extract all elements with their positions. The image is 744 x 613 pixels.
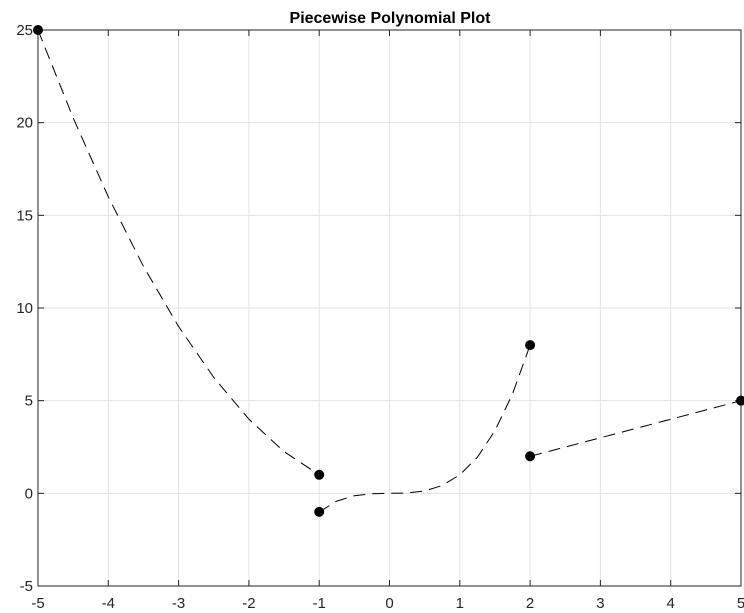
endpoint-markers xyxy=(33,25,744,517)
endpoint-marker xyxy=(33,25,43,35)
series-line-1 xyxy=(37,29,320,476)
x-tick-label: -4 xyxy=(102,595,115,612)
x-tick-label: -2 xyxy=(242,595,255,612)
series-line-3 xyxy=(529,400,742,457)
x-tick-label: 5 xyxy=(737,595,744,612)
x-tick-label: 1 xyxy=(456,595,464,612)
y-tick-label: 5 xyxy=(25,393,33,410)
x-tick-label: 3 xyxy=(596,595,604,612)
x-tick-label: -3 xyxy=(172,595,185,612)
x-tick-label: -1 xyxy=(313,595,326,612)
endpoint-marker xyxy=(525,340,536,351)
endpoint-marker xyxy=(736,395,744,406)
y-tick-label: 20 xyxy=(16,115,33,132)
endpoint-marker xyxy=(525,451,536,462)
y-tick-label: -5 xyxy=(20,578,33,595)
series-line-2 xyxy=(318,344,531,513)
x-tick-label: 0 xyxy=(385,595,393,612)
endpoint-marker xyxy=(314,469,325,480)
axis-ticks: -5 -4 -3 -2 -1 0 1 2 3 4 5 -5 0 5 10 15 20 25 xyxy=(16,22,744,612)
y-tick-label: 10 xyxy=(16,300,33,317)
x-tick-label: 4 xyxy=(667,595,675,612)
y-tick-label: 0 xyxy=(25,485,33,502)
x-tick-label: -5 xyxy=(31,595,44,612)
x-tick-label: 2 xyxy=(526,595,534,612)
series-lines xyxy=(37,29,742,513)
y-tick-label: 15 xyxy=(16,207,33,224)
y-tick-label: 25 xyxy=(16,22,33,39)
grid xyxy=(37,29,742,587)
chart-title: Piecewise Polynomial Plot xyxy=(290,10,492,27)
endpoint-marker xyxy=(314,506,325,517)
